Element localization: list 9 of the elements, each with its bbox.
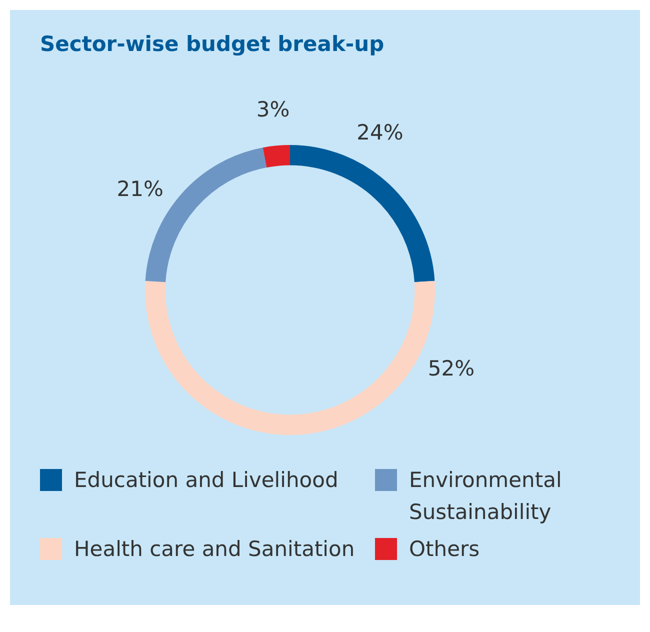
data-label: 21% (116, 176, 164, 201)
legend-label: Environmental Sustainability (409, 467, 563, 526)
data-label: 3% (256, 97, 290, 122)
data-label: 24% (356, 120, 404, 145)
legend-label: Others (409, 536, 480, 563)
legend-label: Education and Livelihood (74, 467, 338, 494)
chart-title: Sector-wise budget break-up (40, 32, 384, 56)
data-label: 52% (428, 356, 475, 380)
legend-label: Health care and Sanitation (74, 536, 355, 563)
